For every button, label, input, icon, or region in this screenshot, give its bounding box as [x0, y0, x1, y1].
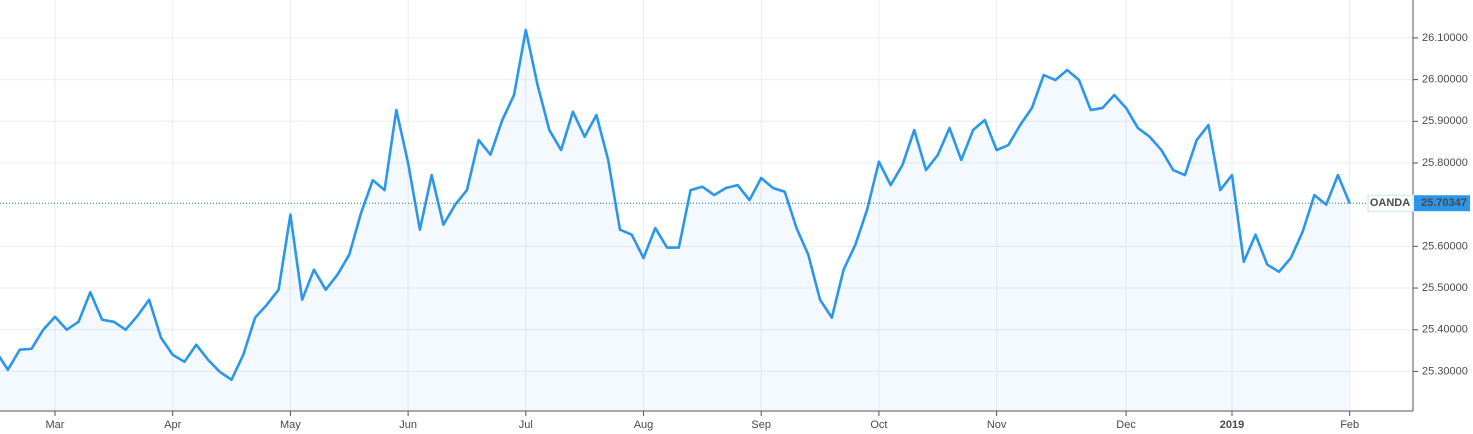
x-tick-label: Jul	[519, 419, 533, 431]
x-tick-label: 2019	[1220, 419, 1244, 431]
x-tick-label: Aug	[634, 419, 654, 431]
last-price-label: 25.70347	[1421, 197, 1467, 209]
area	[0, 30, 1350, 411]
source-label: OANDA	[1370, 197, 1410, 209]
y-tick-label: 26.00000	[1422, 74, 1468, 86]
y-tick-label: 25.90000	[1422, 115, 1468, 127]
x-tick-label: Sep	[751, 419, 771, 431]
x-tick-label: May	[280, 419, 301, 431]
x-tick-label: Feb	[1340, 419, 1359, 431]
y-tick-label: 25.50000	[1422, 282, 1468, 294]
x-tick-label: Apr	[164, 419, 181, 431]
y-tick-label: 25.60000	[1422, 240, 1468, 252]
y-tick-label: 25.40000	[1422, 324, 1468, 336]
y-tick-label: 25.80000	[1422, 157, 1468, 169]
y-tick-label: 25.30000	[1422, 365, 1468, 377]
x-tick-label: Jun	[399, 419, 417, 431]
source-box	[1367, 194, 1414, 212]
x-tick-label: Mar	[46, 419, 65, 431]
x-tick-label: Nov	[987, 419, 1007, 431]
last-price-box	[1414, 195, 1470, 212]
x-tick-label: Oct	[870, 419, 887, 431]
price-line	[0, 28, 1351, 382]
y-tick-label: 26.10000	[1422, 32, 1468, 44]
x-tick-label: Dec	[1116, 419, 1136, 431]
